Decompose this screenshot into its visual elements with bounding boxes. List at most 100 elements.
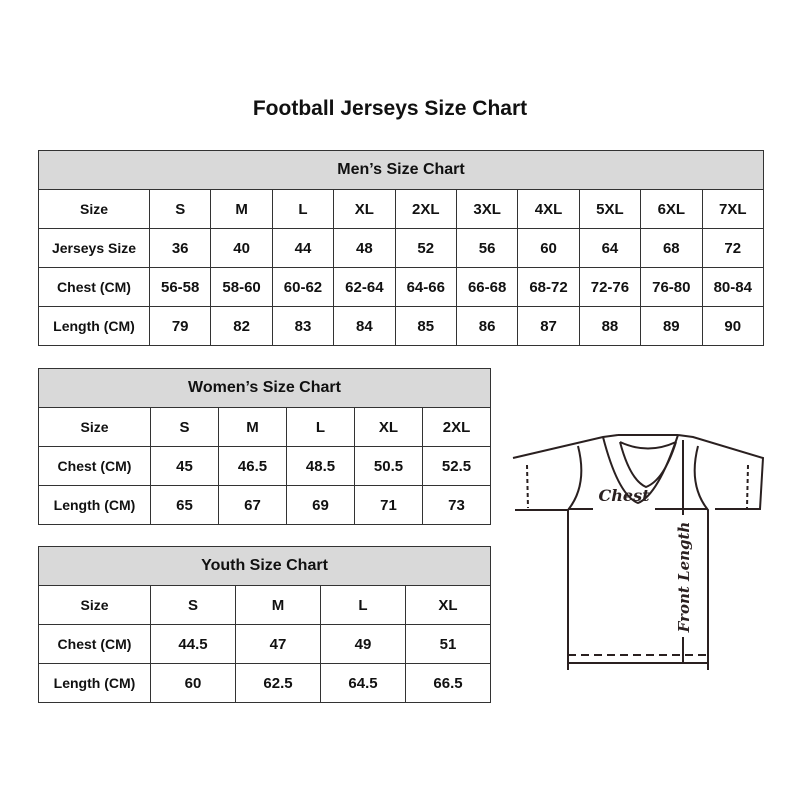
chest-label: Chest	[599, 486, 651, 505]
table-cell: M	[210, 189, 273, 229]
table-cell: 60	[517, 228, 580, 268]
table-cell: 64.5	[320, 663, 406, 703]
row-label: Chest (CM)	[38, 446, 151, 486]
table-cell: 36	[148, 228, 212, 268]
table-row: Jerseys Size 36 40 44 48 52 56 60 64 68 72	[38, 228, 765, 268]
table-cell: 2XL	[394, 189, 457, 229]
table-cell: 58-60	[210, 267, 273, 307]
table-row: Length (CM) 65 67 69 71 73	[38, 485, 491, 525]
table-cell: M	[218, 407, 287, 447]
table-cell: 7XL	[701, 189, 765, 229]
table-cell: 64	[578, 228, 642, 268]
table-cell: 62-64	[333, 267, 396, 307]
table-cell: 56	[455, 228, 519, 268]
table-cell: 64-66	[394, 267, 457, 307]
table-cell: 89	[640, 306, 703, 346]
table-cell: 60-62	[271, 267, 335, 307]
table-cell: XL	[405, 585, 491, 625]
table-cell: 71	[354, 485, 423, 525]
table-header-row: Women’s Size Chart	[38, 368, 491, 408]
table-cell: 88	[578, 306, 642, 346]
table-cell: XL	[333, 189, 396, 229]
row-label: Size	[38, 189, 150, 229]
table-cell: 72	[701, 228, 765, 268]
table-cell: 82	[210, 306, 273, 346]
table-row: Size S M L XL	[38, 585, 491, 625]
table-cell: 67	[218, 485, 287, 525]
table-cell: 50.5	[354, 446, 423, 486]
table-row: Chest (CM) 44.5 47 49 51	[38, 624, 491, 664]
front-length-label: Front Length	[675, 522, 693, 634]
table-cell: 65	[150, 485, 219, 525]
table-cell: 2XL	[422, 407, 491, 447]
row-label: Chest (CM)	[38, 267, 150, 307]
womens-size-table: Women’s Size Chart Size S M L XL 2XL Chest (CM)…	[38, 368, 491, 525]
table-cell: 62.5	[235, 663, 321, 703]
table-cell: 79	[148, 306, 212, 346]
table-cell: 3XL	[455, 189, 519, 229]
table-cell: 68	[640, 228, 703, 268]
table-row: Chest (CM) 45 46.5 48.5 50.5 52.5	[38, 446, 491, 486]
row-label: Chest (CM)	[38, 624, 151, 664]
jersey-measurement-diagram: Chest Front Length	[512, 434, 765, 670]
table-cell: S	[150, 585, 236, 625]
table-cell: 5XL	[578, 189, 642, 229]
table-cell: L	[320, 585, 406, 625]
table-cell: 45	[150, 446, 219, 486]
table-cell: 76-80	[640, 267, 703, 307]
table-row: Size S M L XL 2XL	[38, 407, 491, 447]
table-cell: 51	[405, 624, 491, 664]
table-cell: 40	[210, 228, 273, 268]
table-cell: 85	[394, 306, 457, 346]
table-cell: 48	[333, 228, 396, 268]
table-cell: 46.5	[218, 446, 287, 486]
table-cell: S	[148, 189, 212, 229]
table-cell: 47	[235, 624, 321, 664]
table-cell: 80-84	[701, 267, 765, 307]
table-header-row: Men’s Size Chart	[38, 150, 764, 190]
table-cell: 6XL	[640, 189, 703, 229]
table-cell: 56-58	[148, 267, 212, 307]
table-row: Chest (CM) 56-58 58-60 60-62 62-64 64-66 66-68…	[38, 267, 765, 307]
table-cell: 66-68	[455, 267, 519, 307]
table-cell: 44	[271, 228, 335, 268]
table-cell: 69	[286, 485, 355, 525]
table-cell: 44.5	[150, 624, 236, 664]
mens-size-table: Men’s Size Chart Size S M L XL 2XL 3XL 4XL 5XL 6XL…	[38, 150, 765, 346]
table-cell: 83	[271, 306, 335, 346]
table-cell: 60	[150, 663, 236, 703]
table-title: Men’s Size Chart	[38, 150, 764, 190]
table-cell: 66.5	[405, 663, 491, 703]
table-cell: M	[235, 585, 321, 625]
table-cell: S	[150, 407, 219, 447]
table-row: Size S M L XL 2XL 3XL 4XL 5XL 6XL 7XL	[38, 189, 765, 229]
table-header-row: Youth Size Chart	[38, 546, 491, 586]
youth-size-table: Youth Size Chart Size S M L XL Chest (CM) 44.5 4…	[38, 546, 491, 703]
table-cell: L	[271, 189, 335, 229]
table-cell: 4XL	[517, 189, 580, 229]
row-label: Size	[38, 585, 151, 625]
table-cell: 68-72	[517, 267, 580, 307]
row-label: Length (CM)	[38, 485, 151, 525]
table-cell: 52	[394, 228, 457, 268]
page-title: Football Jerseys Size Chart	[252, 97, 528, 120]
table-cell: 48.5	[286, 446, 355, 486]
table-cell: 86	[455, 306, 519, 346]
table-title: Women’s Size Chart	[38, 368, 491, 408]
table-row: Length (CM) 79 82 83 84 85 86 87 88 89 90	[38, 306, 765, 346]
row-label: Length (CM)	[38, 663, 151, 703]
table-title: Youth Size Chart	[38, 546, 491, 586]
row-label: Jerseys Size	[38, 228, 150, 268]
table-cell: 84	[333, 306, 396, 346]
table-cell: XL	[354, 407, 423, 447]
table-cell: L	[286, 407, 355, 447]
table-cell: 90	[701, 306, 765, 346]
table-cell: 87	[517, 306, 580, 346]
table-cell: 72-76	[578, 267, 642, 307]
table-cell: 73	[422, 485, 491, 525]
table-row: Length (CM) 60 62.5 64.5 66.5	[38, 663, 491, 703]
table-cell: 52.5	[422, 446, 491, 486]
row-label: Size	[38, 407, 151, 447]
row-label: Length (CM)	[38, 306, 150, 346]
table-cell: 49	[320, 624, 406, 664]
